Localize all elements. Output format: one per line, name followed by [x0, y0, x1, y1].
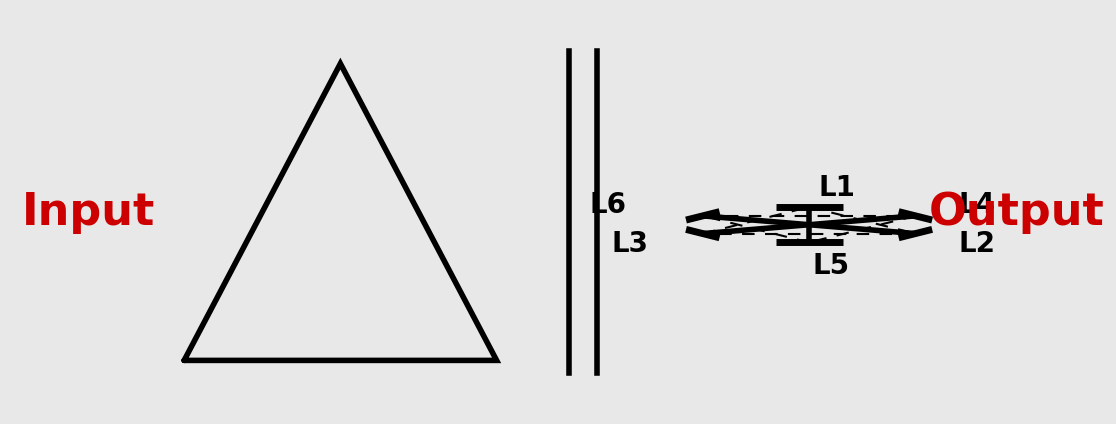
Text: L4: L4 [959, 191, 995, 219]
Text: L1: L1 [818, 174, 856, 202]
Text: L6: L6 [589, 191, 626, 219]
Text: L5: L5 [812, 252, 850, 280]
Text: L2: L2 [959, 230, 995, 258]
Text: Output: Output [930, 190, 1105, 234]
Text: L3: L3 [612, 230, 648, 258]
Text: Input: Input [22, 190, 155, 234]
